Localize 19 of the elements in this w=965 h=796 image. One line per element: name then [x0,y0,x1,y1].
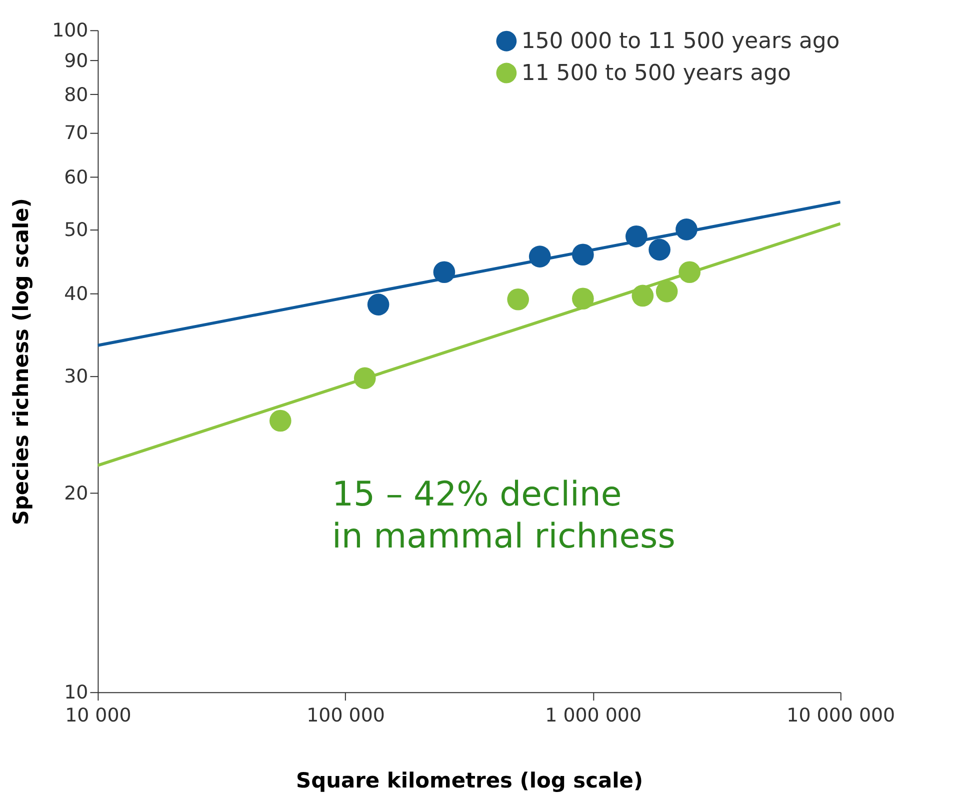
x-tick-label: 100 000 [306,704,385,727]
x-tick-label: 10 000 000 [786,704,896,727]
y-tick-label: 10 [64,682,88,704]
x-axis-title: Square kilometres (log scale) [296,768,644,792]
y-tick-label: 40 [64,283,88,306]
legend-label: 150 000 to 11 500 years ago [521,29,840,54]
y-axis-title: Species richness (log scale) [9,198,34,526]
y-tick-label: 90 [64,50,88,72]
y-tick-label: 100 [52,20,88,42]
y-tick-label: 60 [64,166,88,188]
legend-label: 11 500 to 500 years ago [521,61,791,86]
y-tick-label: 30 [64,366,88,388]
y-tick-label: 70 [64,122,88,144]
y-tick-label: 80 [64,84,88,106]
x-tick-label: 1 000 000 [545,704,642,727]
annotation: 15 – 42% decline in mammal richness [332,474,676,556]
y-tick-label: 20 [64,482,88,504]
x-tick-label: 10 000 [65,704,132,727]
y-tick-label: 50 [64,218,88,241]
